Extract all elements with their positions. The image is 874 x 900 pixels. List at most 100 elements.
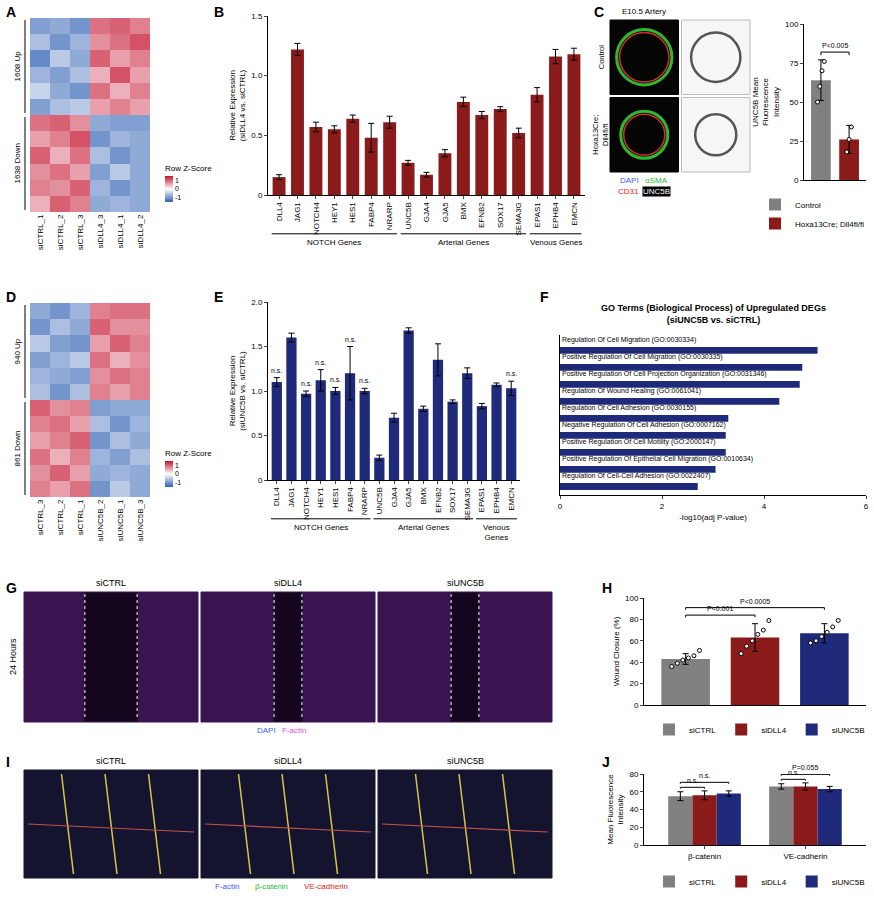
svg-text:1638 Down: 1638 Down [13,143,22,183]
svg-text:0: 0 [258,476,263,485]
svg-text:Positive Regulation Of Epithel: Positive Regulation Of Epithelial Cell M… [562,455,753,463]
svg-text:1: 1 [175,462,179,469]
svg-text:n.s.: n.s. [788,769,799,776]
svg-text:NOTCH Genes: NOTCH Genes [294,523,348,532]
svg-text:2.0: 2.0 [251,298,263,307]
svg-text:24 Hours: 24 Hours [8,638,18,675]
svg-text:Positive Regulation Of Cell Mi: Positive Regulation Of Cell Migration (G… [562,353,723,361]
svg-text:siCTRL: siCTRL [689,726,716,735]
svg-text:1.5: 1.5 [251,342,263,351]
svg-text:siDLL4: siDLL4 [761,878,786,887]
svg-text:1: 1 [175,177,179,184]
svg-text:100: 100 [625,594,639,603]
svg-text:75: 75 [789,59,798,68]
svg-text:C: C [594,4,604,20]
svg-text:25: 25 [789,137,798,146]
svg-text:siUNC5B: siUNC5B [832,878,865,887]
svg-text:VE-cadherin: VE-cadherin [783,852,827,861]
svg-text:NRARP: NRARP [385,202,394,230]
svg-text:SEMA3G: SEMA3G [463,487,472,520]
svg-text:0: 0 [634,841,639,850]
svg-text:n.s.: n.s. [315,359,326,366]
svg-text:P=0.055: P=0.055 [792,764,818,771]
svg-text:β-catenin: β-catenin [688,852,721,861]
svg-text:siUNC5B: siUNC5B [447,578,484,588]
svg-text:n.s.: n.s. [271,367,282,374]
svg-text:siUNC5B: siUNC5B [832,726,865,735]
svg-text:n.s.: n.s. [359,377,370,384]
svg-text:EPAS1: EPAS1 [478,487,487,513]
svg-text:-log10(adj P-value): -log10(adj P-value) [679,513,747,522]
svg-text:siCTRL: siCTRL [689,878,716,887]
svg-text:P<0.005: P<0.005 [822,42,848,49]
svg-text:siCTRL_2: siCTRL_2 [56,499,65,535]
svg-text:siCTRL_3: siCTRL_3 [76,214,85,250]
svg-text:VE-cadherin: VE-cadherin [304,882,348,891]
svg-text:siDLL4: siDLL4 [274,756,302,766]
svg-text:EFNB2: EFNB2 [477,202,486,228]
svg-text:EPAS1: EPAS1 [533,202,542,228]
svg-text:Venous Genes: Venous Genes [530,238,582,247]
svg-text:Negative Regulation Of Cell Ad: Negative Regulation Of Cell Adhesion (GO… [562,421,726,429]
svg-text:JAG1: JAG1 [287,487,296,508]
svg-text:861 Down: 861 Down [13,430,22,466]
svg-text:A: A [6,4,16,20]
svg-text:siCTRL: siCTRL [96,756,126,766]
svg-text:60: 60 [629,788,638,797]
svg-text:n.s.: n.s. [345,336,356,343]
svg-text:siCTRL_3: siCTRL_3 [36,499,45,535]
svg-text:Positive Regulation Of Cell Pr: Positive Regulation Of Cell Projection O… [562,370,767,378]
svg-text:EMCN: EMCN [507,487,516,511]
svg-text:Arterial Genes: Arterial Genes [398,523,449,532]
svg-text:Wound Closure (%): Wound Closure (%) [612,616,621,686]
svg-text:Arterial Genes: Arterial Genes [438,238,489,247]
svg-text:DLL4: DLL4 [275,202,284,222]
svg-text:BMX: BMX [419,487,428,505]
svg-text:0: 0 [558,502,563,511]
svg-text:E: E [214,289,223,305]
svg-text:0.5: 0.5 [251,431,263,440]
svg-text:Control: Control [795,201,821,210]
svg-text:Regulation Of Cell Adhesion (G: Regulation Of Cell Adhesion (GO:0030155) [562,404,696,412]
svg-text:G: G [6,580,17,596]
svg-text:P<0.001: P<0.001 [707,605,733,612]
svg-text:100: 100 [785,20,799,29]
svg-text:H: H [602,580,612,596]
svg-text:CD31: CD31 [618,187,639,196]
svg-text:siDLL4: siDLL4 [761,726,786,735]
svg-text:siDLL4_2: siDLL4_2 [136,214,145,248]
svg-text:GJA5: GJA5 [404,487,413,508]
svg-text:Hoxa13Cre;Dll4fl/fl: Hoxa13Cre;Dll4fl/fl [591,115,610,155]
svg-text:FABP4: FABP4 [367,202,376,227]
svg-text:DAPI: DAPI [620,176,639,185]
svg-text:D: D [6,289,16,305]
svg-text:n.s.: n.s. [330,376,341,383]
svg-text:0: 0 [634,701,639,710]
svg-text:0: 0 [175,470,179,477]
svg-text:F-actin: F-actin [282,726,306,735]
svg-text:UNC5B MeanFluorescenceIntensit: UNC5B MeanFluorescenceIntensity [751,77,781,126]
svg-text:HEY1: HEY1 [316,487,325,508]
svg-text:SOX17: SOX17 [448,487,457,513]
svg-text:BMX: BMX [459,202,468,220]
svg-text:0: 0 [794,176,799,185]
svg-text:B: B [214,4,224,20]
svg-text:NOTCH4: NOTCH4 [312,202,321,235]
svg-text:-1: -1 [175,479,181,486]
svg-text:NOTCH4: NOTCH4 [302,487,311,520]
svg-text:siCTRL_1: siCTRL_1 [76,499,85,535]
svg-text:UNC5B: UNC5B [404,202,413,229]
svg-text:P<0.0005: P<0.0005 [740,598,770,605]
svg-text:F-actin: F-actin [215,882,239,891]
svg-text:E10.5 Artery: E10.5 Artery [622,7,666,16]
svg-text:UNC5B: UNC5B [643,187,670,196]
svg-text:Control: Control [597,45,606,70]
svg-text:siUNC5B_2: siUNC5B_2 [96,499,105,541]
svg-text:GO Terms (Biological Process): GO Terms (Biological Process) of Upregul… [601,303,826,325]
svg-text:Mean FluorescenceIntensity: Mean FluorescenceIntensity [606,774,625,845]
svg-text:HES1: HES1 [348,202,357,223]
svg-text:HES1: HES1 [331,487,340,508]
svg-text:DAPI: DAPI [257,726,276,735]
svg-text:80: 80 [629,770,638,779]
svg-text:DLL4: DLL4 [272,487,281,507]
